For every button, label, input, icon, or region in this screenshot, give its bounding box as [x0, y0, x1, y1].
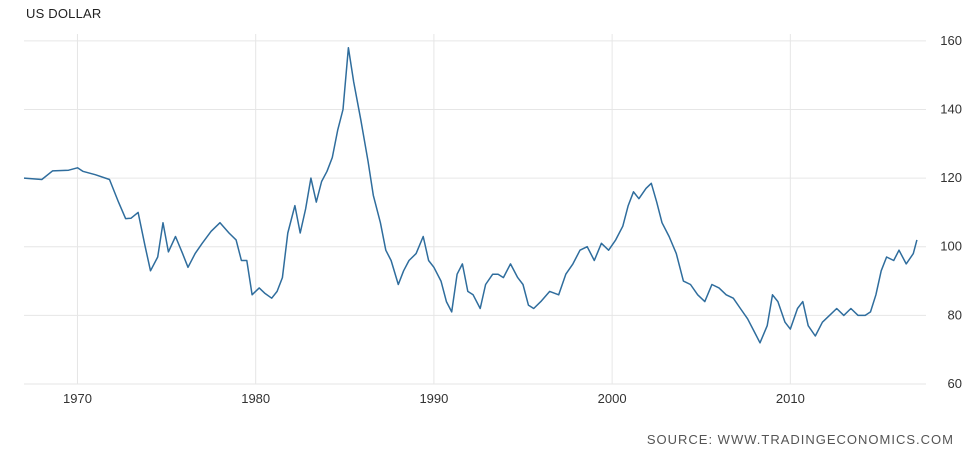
y-tick-label: 120 [940, 170, 962, 185]
x-tick-label: 2010 [776, 391, 805, 406]
x-tick-label: 1990 [419, 391, 448, 406]
source-credit: SOURCE: WWW.TRADINGECONOMICS.COM [646, 432, 954, 447]
y-tick-label: 160 [940, 33, 962, 48]
grid-layer [24, 34, 926, 385]
y-tick-label: 140 [940, 101, 962, 116]
y-tick-label: 80 [948, 307, 962, 322]
y-axis-labels: 60 80 100 120 140 160 [940, 33, 962, 391]
chart-title: US DOLLAR [26, 6, 102, 21]
x-axis-labels: 1970 1980 1990 2000 2010 [63, 391, 805, 406]
x-tick-label: 1980 [241, 391, 270, 406]
x-tick-label: 2000 [598, 391, 627, 406]
y-tick-label: 60 [948, 376, 962, 391]
y-tick-label: 100 [940, 239, 962, 254]
usd-index-series-line [23, 46, 918, 344]
x-tick-label: 1970 [63, 391, 92, 406]
